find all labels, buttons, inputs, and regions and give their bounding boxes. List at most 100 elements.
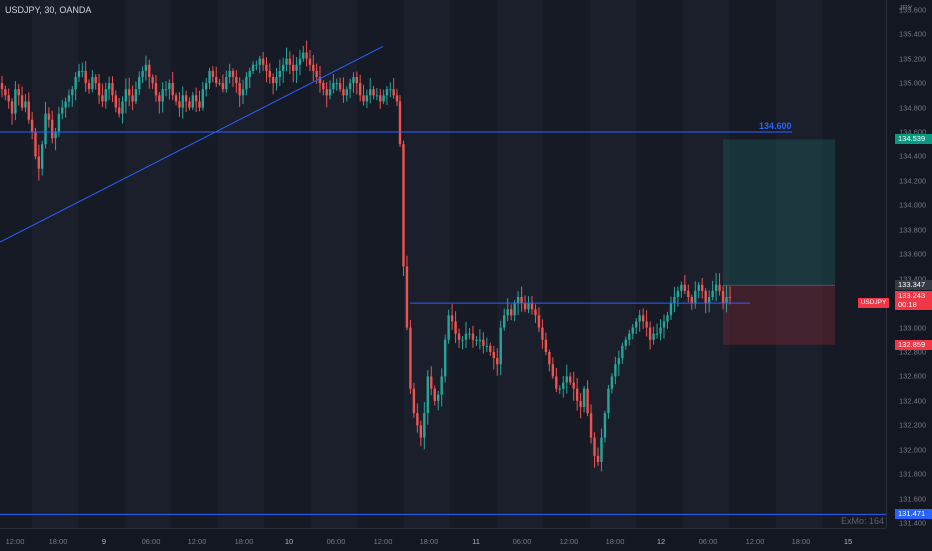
- candle-body: [114, 95, 118, 108]
- candle-body: [54, 132, 57, 139]
- candle-body: [161, 89, 164, 102]
- time-label: 12:00: [5, 537, 25, 546]
- candle-body: [603, 413, 607, 438]
- candle-body: [61, 107, 64, 114]
- candle-body: [579, 400, 582, 407]
- price-label: 134.000: [899, 200, 927, 210]
- drawings[interactable]: [0, 45, 886, 515]
- candle-body: [631, 327, 634, 334]
- price-label: 131.600: [899, 494, 927, 504]
- candle-body: [683, 284, 687, 291]
- candle-body: [51, 119, 54, 139]
- position-zones[interactable]: [723, 139, 835, 345]
- price-label: 133.600: [899, 249, 927, 259]
- candle-body: [275, 77, 278, 84]
- price-label: 134.400: [899, 151, 927, 161]
- candle-body: [20, 95, 24, 108]
- price-label: 132.800: [899, 347, 927, 357]
- currency-label: JPY: [899, 3, 913, 12]
- candle-body: [506, 309, 509, 316]
- candle-body: [687, 290, 690, 297]
- candle-body: [221, 83, 225, 90]
- candle-body: [0, 83, 4, 90]
- time-label: 06:00: [698, 537, 718, 546]
- candle-body: [335, 83, 338, 85]
- candle-body: [645, 321, 648, 328]
- candlestick-series: [0, 40, 732, 472]
- candle-body: [71, 89, 74, 96]
- candle-body: [248, 70, 251, 77]
- price-label: 135.000: [899, 78, 927, 88]
- candle-body: [718, 284, 721, 291]
- time-label: 06:00: [512, 537, 532, 546]
- time-label: 18:00: [419, 537, 439, 546]
- time-axis[interactable]: 12:00 18:00 9 06:00 12:00 18:00 10 06:00 12:00 18…: [0, 528, 886, 551]
- candle-body: [544, 339, 548, 352]
- candle-body: [208, 70, 211, 84]
- candle-body: [117, 107, 121, 114]
- candle-body: [669, 303, 673, 316]
- candle-body: [624, 339, 627, 346]
- price-tag: 00:18: [895, 300, 932, 311]
- candle-body: [725, 297, 728, 304]
- candle-body: [298, 58, 302, 65]
- candle-body: [450, 315, 454, 322]
- candle-body: [231, 70, 235, 77]
- time-label: 12: [656, 537, 666, 546]
- candle-body: [44, 113, 47, 145]
- candle-body: [338, 83, 342, 90]
- candle-body: [530, 303, 534, 310]
- time-label: 12:00: [559, 537, 579, 546]
- candle-body: [551, 364, 555, 377]
- candle-body: [124, 89, 128, 102]
- candle-body: [37, 156, 41, 169]
- candle-body: [409, 327, 412, 389]
- candle-body: [174, 95, 178, 102]
- candle-body: [382, 95, 385, 102]
- candle-body: [398, 101, 402, 145]
- candle-body: [372, 89, 375, 96]
- candle-body: [395, 95, 399, 102]
- candle-body: [215, 77, 218, 84]
- candle-body: [238, 83, 241, 96]
- candle-body: [596, 455, 600, 462]
- candle-body: [188, 101, 191, 108]
- candle-body: [392, 89, 395, 96]
- candle-body: [362, 95, 365, 102]
- candle-body: [489, 345, 492, 352]
- horizontal-line-label: 134.600: [759, 121, 792, 131]
- candle-body: [430, 376, 433, 389]
- candle-body: [461, 339, 464, 341]
- candle-body: [7, 95, 10, 102]
- candle-body: [707, 297, 711, 304]
- candle-body: [245, 77, 248, 90]
- chart-canvas[interactable]: [0, 0, 886, 528]
- price-label: 133.400: [899, 274, 927, 284]
- candle-body: [328, 89, 332, 96]
- candle-body: [569, 376, 572, 383]
- candle-body: [57, 113, 61, 132]
- candle-body: [586, 388, 589, 414]
- candle-body: [211, 70, 215, 77]
- price-tag: 133.347: [895, 280, 932, 291]
- candle-body: [228, 70, 231, 77]
- session-band: [590, 0, 636, 528]
- price-label: 135.200: [899, 54, 927, 64]
- candle-body: [638, 315, 641, 322]
- candle-body: [548, 352, 551, 365]
- candle-body: [485, 345, 489, 347]
- candle-body: [141, 70, 144, 77]
- candle-body: [412, 388, 416, 414]
- candle-body: [365, 95, 369, 102]
- price-tag: 133.243: [895, 290, 932, 301]
- candle-body: [325, 89, 328, 96]
- candle-body: [27, 101, 30, 120]
- candle-body: [164, 89, 168, 91]
- candle-body: [437, 394, 440, 401]
- candle-body: [537, 315, 541, 328]
- candle-body: [84, 70, 87, 84]
- price-axis[interactable]: JPY 135.600 135.400 135.200 135.000 134.800 1…: [886, 0, 932, 528]
- chart-area[interactable]: USDJPY, 30, OANDA 134.600 ExMo: 164: [0, 0, 886, 528]
- candle-body: [610, 376, 614, 389]
- candle-body: [621, 345, 624, 359]
